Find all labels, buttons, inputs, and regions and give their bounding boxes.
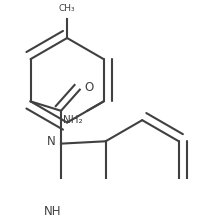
Text: CH₃: CH₃ <box>59 4 75 13</box>
Text: N: N <box>46 135 55 148</box>
Text: O: O <box>85 81 94 94</box>
Text: NH: NH <box>43 205 61 218</box>
Text: NH₂: NH₂ <box>63 116 83 126</box>
